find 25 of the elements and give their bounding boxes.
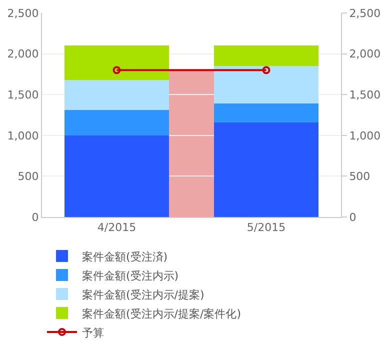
y2-tick-label: 500 xyxy=(349,170,370,184)
y-tick-label: 1,500 xyxy=(7,88,39,102)
legend-label: 案件金額(受注内示/提案/案件化) xyxy=(82,307,241,320)
legend-label: 予算 xyxy=(82,326,104,340)
y-tick-label: 2,500 xyxy=(7,6,39,20)
legend-label: 案件金額(受注済) xyxy=(82,250,168,264)
legend-label: 案件金額(受注内示) xyxy=(82,269,179,282)
y2-tick-label: 2,500 xyxy=(349,6,381,20)
y-tick-label: 2,000 xyxy=(7,48,39,61)
bar xyxy=(64,46,170,80)
y2-tick-label: 1,000 xyxy=(349,129,381,142)
y2-tick-label: 0 xyxy=(349,210,356,224)
x-tick-label: 5/2015 xyxy=(246,221,286,234)
bar xyxy=(214,46,319,66)
y-tick-label: 0 xyxy=(32,210,39,224)
y2-tick-label: 1,500 xyxy=(349,88,381,102)
y2-tick-label: 2,000 xyxy=(349,48,381,61)
bar xyxy=(214,66,319,104)
x-tick-label: 4/2015 xyxy=(97,221,136,234)
bar xyxy=(64,110,170,136)
y-tick-label: 500 xyxy=(18,170,39,184)
bar xyxy=(214,104,319,122)
bar xyxy=(64,80,170,110)
legend-label: 案件金額(受注内示/提案) xyxy=(82,288,204,302)
y-tick-label: 1,000 xyxy=(7,129,39,142)
